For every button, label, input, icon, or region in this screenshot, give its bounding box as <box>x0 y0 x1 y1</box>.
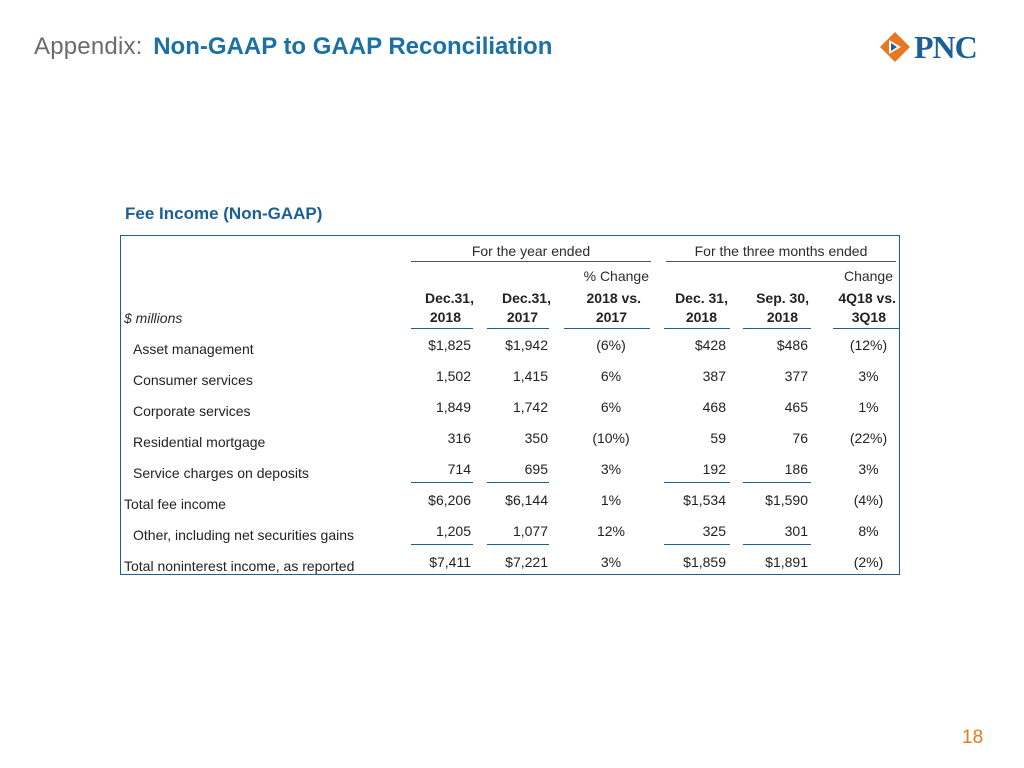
page-header: Appendix: Non-GAAP to GAAP Reconciliatio… <box>34 33 552 61</box>
table-cell: 3% <box>858 461 879 477</box>
pct-change-label-quarter: Change <box>843 268 893 284</box>
table-cell: 350 <box>524 430 548 446</box>
table-cell: 301 <box>784 523 808 539</box>
reconciliation-table: For the year ended For the three months … <box>120 235 900 575</box>
total-underline <box>487 544 549 545</box>
col-underline <box>743 328 811 329</box>
row-label: Service charges on deposits <box>133 465 309 481</box>
row-label: Residential mortgage <box>133 434 266 450</box>
table-cell: 1,205 <box>435 523 471 539</box>
table-cell: $1,590 <box>765 492 808 508</box>
col-underline <box>487 328 549 329</box>
group-header-quarter: For the three months ended <box>694 243 868 259</box>
col-header-line1: 4Q18 vs. <box>838 290 896 306</box>
table-cell: 1,742 <box>512 399 548 415</box>
logo-text: PNC <box>914 29 978 65</box>
row-label: Corporate services <box>133 403 251 419</box>
subtotal-underline <box>411 482 473 483</box>
table-cell: $7,411 <box>429 554 471 570</box>
row-label: Total fee income <box>124 496 226 512</box>
table-cell: (10%) <box>592 430 630 446</box>
table-cell: 12% <box>596 523 626 539</box>
table-cell: $486 <box>776 337 808 353</box>
table-cell: (6%) <box>596 337 626 353</box>
col-header-line2: 2018 <box>685 309 717 325</box>
total-underline <box>664 544 730 545</box>
total-underline <box>743 544 811 545</box>
table-cell: 465 <box>784 399 808 415</box>
table-cell: $1,891 <box>765 554 808 570</box>
table-cell: 3% <box>858 368 879 384</box>
header-prefix: Appendix: <box>34 33 143 60</box>
table-cell: 186 <box>784 461 808 477</box>
col-underline <box>664 328 730 329</box>
group-header-year: For the year ended <box>471 243 591 259</box>
table-cell: $6,206 <box>428 492 471 508</box>
col-header-line2: 2017 <box>506 309 538 325</box>
table-cell: $1,859 <box>683 554 726 570</box>
subtotal-underline <box>487 482 549 483</box>
table-cell: 325 <box>702 523 726 539</box>
col-header-line2: 2018 <box>766 309 798 325</box>
table-cell: (2%) <box>853 554 884 570</box>
col-header-line1: Sep. 30, <box>756 290 809 306</box>
table-cell: 8% <box>858 523 879 539</box>
table-cell: 1% <box>858 399 879 415</box>
section-title: Fee Income (Non-GAAP) <box>125 204 323 223</box>
subtotal-underline <box>664 482 730 483</box>
table-cell: 1,415 <box>512 368 548 384</box>
table-cell: 59 <box>710 430 726 446</box>
table-cell: 192 <box>702 461 726 477</box>
table-cell: $428 <box>694 337 726 353</box>
table-cell: 6% <box>600 399 622 415</box>
table-cell: 468 <box>702 399 726 415</box>
table-cell: (12%) <box>849 337 888 353</box>
table-cell: 76 <box>792 430 808 446</box>
col-header-line1: Dec.31, <box>424 290 474 306</box>
col-underline <box>564 328 650 329</box>
table-cell: 1,849 <box>435 399 471 415</box>
table-cell: 714 <box>447 461 471 477</box>
table-cell: (4%) <box>853 492 884 508</box>
col-header-line1: Dec.31, <box>501 290 551 306</box>
page-number: 18 <box>962 727 984 748</box>
row-label: Total noninterest income, as reported <box>124 558 355 574</box>
table-cell: $1,825 <box>428 337 471 353</box>
table-cell: $1,942 <box>505 337 548 353</box>
row-label: Asset management <box>133 341 254 357</box>
col-underline <box>833 328 899 329</box>
row-label: Other, including net securities gains <box>133 527 355 543</box>
col-underline <box>411 328 473 329</box>
table-cell: $1,534 <box>683 492 726 508</box>
page-title: Non-GAAP to GAAP Reconciliation <box>153 33 553 60</box>
col-header-line2: 2018 <box>429 309 461 325</box>
pnc-arrow-mark-icon <box>880 32 910 62</box>
table-cell: 316 <box>447 430 471 446</box>
col-header-line2: 2017 <box>595 309 627 325</box>
table-cell: 1,077 <box>512 523 548 539</box>
table-cell: 3% <box>600 554 622 570</box>
col-header-line1: 2018 vs. <box>586 290 642 306</box>
table-cell: 6% <box>600 368 622 384</box>
units-label: $ millions <box>124 310 183 326</box>
group-header-year-underline <box>411 261 651 262</box>
table-cell: (22%) <box>849 430 888 446</box>
total-underline <box>411 544 473 545</box>
group-header-quarter-underline <box>666 261 896 262</box>
row-label: Consumer services <box>133 372 253 388</box>
table-cell: 1,502 <box>435 368 471 384</box>
pnc-logo: PNC <box>878 29 978 65</box>
table-cell: 387 <box>702 368 726 384</box>
table-cell: $6,144 <box>505 492 548 508</box>
pct-change-label-year: % Change <box>583 268 649 284</box>
table-cell: 1% <box>600 492 622 508</box>
table-cell: 695 <box>524 461 548 477</box>
col-header-line2: 3Q18 <box>851 309 886 325</box>
table-cell: $7,221 <box>505 554 548 570</box>
table-cell: 3% <box>600 461 622 477</box>
table-cell: 377 <box>784 368 808 384</box>
col-header-line1: Dec. 31, <box>675 290 728 306</box>
subtotal-underline <box>743 482 811 483</box>
